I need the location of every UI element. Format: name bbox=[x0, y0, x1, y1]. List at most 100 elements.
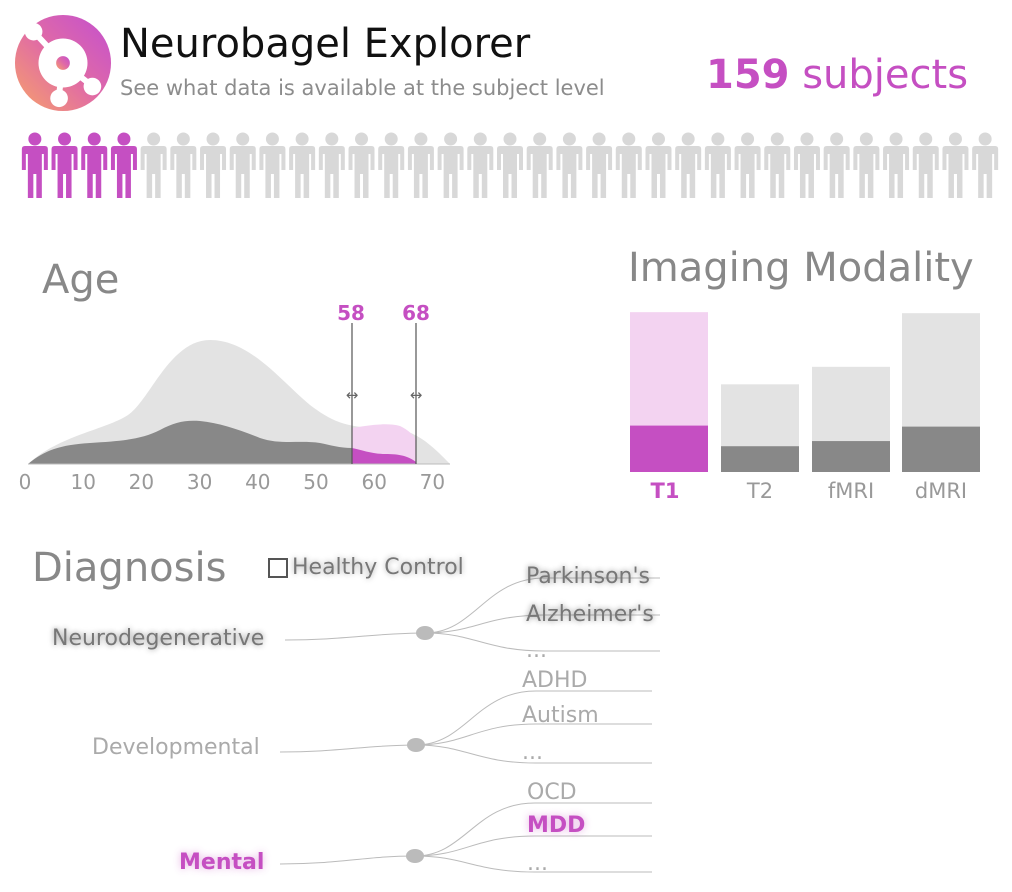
modality-bar-matched-t1[interactable] bbox=[630, 425, 708, 472]
diagnosis-node[interactable] bbox=[407, 738, 425, 752]
diagnosis-branch-line bbox=[424, 632, 660, 652]
modality-bar-chart[interactable]: T1 T2 fMRI dMRI bbox=[600, 300, 1000, 510]
app-subtitle: See what data is available at the subjec… bbox=[120, 76, 605, 100]
age-density-chart[interactable]: ↔ ↔ 58 68 0 10 20 30 40 50 60 70 bbox=[0, 290, 470, 505]
diagnosis-group-developmental[interactable]: Developmental bbox=[92, 735, 260, 760]
person-icon bbox=[348, 132, 375, 198]
modality-label-t1[interactable]: T1 bbox=[651, 479, 680, 503]
person-icon bbox=[972, 132, 999, 198]
diagnosis-tree bbox=[279, 577, 660, 873]
diagnosis-item-mdd[interactable]: MDD bbox=[527, 813, 586, 838]
person-icon bbox=[615, 132, 642, 198]
person-icon bbox=[823, 132, 850, 198]
person-icon bbox=[170, 132, 197, 198]
diagnosis-more-item[interactable]: ... bbox=[522, 740, 543, 765]
checkbox-square-icon[interactable] bbox=[268, 557, 288, 578]
age-max-arrow-icon[interactable]: ↔ bbox=[410, 386, 423, 404]
modality-bar-matched-dmri[interactable] bbox=[902, 426, 980, 472]
diagnosis-group-neurodegenerative[interactable]: Neurodegenerative bbox=[52, 626, 265, 651]
age-tick-label: 50 bbox=[303, 470, 328, 494]
diagnosis-branch-line bbox=[414, 802, 652, 857]
modality-bar-matched-fmri[interactable] bbox=[812, 441, 890, 472]
age-tick-label: 30 bbox=[187, 470, 212, 494]
modality-section-title: Imaging Modality bbox=[628, 245, 974, 291]
person-icon bbox=[556, 132, 583, 198]
age-max-label: 68 bbox=[402, 301, 430, 325]
age-tick-label: 0 bbox=[19, 470, 32, 494]
diagnosis-item-ocd[interactable]: OCD bbox=[527, 780, 577, 805]
person-icon bbox=[764, 132, 791, 198]
healthy-control-checkbox[interactable]: Healthy Control bbox=[268, 555, 464, 580]
age-tick-label: 40 bbox=[245, 470, 270, 494]
age-tick-label: 70 bbox=[420, 470, 445, 494]
person-icon-selected bbox=[110, 132, 137, 198]
person-icon-selected bbox=[21, 132, 48, 198]
person-icon bbox=[912, 132, 939, 198]
age-section-title: Age bbox=[42, 257, 120, 303]
person-icon bbox=[378, 132, 405, 198]
person-icon-selected bbox=[81, 132, 108, 198]
diagnosis-item-autism[interactable]: Autism bbox=[522, 703, 599, 728]
diagnosis-branch-line bbox=[414, 835, 652, 857]
diagnosis-branch-line bbox=[279, 855, 416, 865]
person-icon bbox=[942, 132, 969, 198]
diagnosis-node[interactable] bbox=[416, 626, 434, 640]
age-min-arrow-icon[interactable]: ↔ bbox=[346, 386, 359, 404]
age-min-label: 58 bbox=[337, 301, 365, 325]
diagnosis-branch-line bbox=[414, 855, 652, 873]
person-icon bbox=[259, 132, 286, 198]
person-icon bbox=[437, 132, 464, 198]
diagnosis-branch-line bbox=[424, 614, 660, 634]
diagnosis-section-title: Diagnosis bbox=[32, 545, 227, 591]
person-icon bbox=[675, 132, 702, 198]
person-icon bbox=[200, 132, 227, 198]
person-icon bbox=[318, 132, 345, 198]
subject-count-label: subjects bbox=[789, 52, 969, 98]
age-density-all bbox=[28, 340, 450, 464]
age-tick-label: 20 bbox=[129, 470, 154, 494]
modality-bar-matched-t2[interactable] bbox=[721, 446, 799, 472]
person-icon bbox=[140, 132, 167, 198]
modality-label-dmri[interactable]: dMRI bbox=[915, 479, 967, 503]
diagnosis-more-item[interactable]: ... bbox=[527, 851, 548, 876]
diagnosis-branch-line bbox=[424, 577, 660, 634]
person-icon bbox=[407, 132, 434, 198]
diagnosis-item-alzheimers[interactable]: Alzheimer's bbox=[526, 602, 654, 627]
person-icon bbox=[467, 132, 494, 198]
person-icon bbox=[526, 132, 553, 198]
person-icon bbox=[645, 132, 672, 198]
modality-label-fmri[interactable]: fMRI bbox=[828, 479, 874, 503]
diagnosis-node[interactable] bbox=[406, 849, 424, 863]
diagnosis-branch-line bbox=[279, 744, 417, 753]
age-density-matched bbox=[28, 420, 352, 464]
person-icon bbox=[734, 132, 761, 198]
age-density-matched-selected bbox=[352, 448, 416, 464]
subject-count-number: 159 bbox=[706, 52, 790, 98]
diagnosis-branch-line bbox=[284, 632, 426, 641]
age-tick-label: 60 bbox=[361, 470, 386, 494]
neurobagel-logo bbox=[14, 14, 112, 112]
person-icon bbox=[793, 132, 820, 198]
person-icon bbox=[289, 132, 316, 198]
age-tick-label: 10 bbox=[70, 470, 95, 494]
modality-label-t2[interactable]: T2 bbox=[746, 479, 773, 503]
person-icon bbox=[586, 132, 613, 198]
diagnosis-branch-line bbox=[415, 690, 652, 746]
person-icon bbox=[853, 132, 880, 198]
app-title: Neurobagel Explorer bbox=[120, 21, 531, 67]
diagnosis-branch-line bbox=[415, 744, 652, 764]
diagnosis-more-item[interactable]: ... bbox=[526, 638, 547, 663]
person-icon bbox=[497, 132, 523, 198]
subject-count: 159 subjects bbox=[706, 55, 968, 95]
person-icon bbox=[704, 132, 731, 198]
healthy-control-label: Healthy Control bbox=[292, 555, 464, 580]
diagnosis-item-parkinsons[interactable]: Parkinson's bbox=[526, 564, 650, 589]
diagnosis-group-mental[interactable]: Mental bbox=[179, 850, 265, 875]
diagnosis-branch-line bbox=[415, 723, 652, 746]
diagnosis-item-adhd[interactable]: ADHD bbox=[522, 668, 588, 693]
person-icon-selected bbox=[51, 132, 78, 198]
person-icon bbox=[883, 132, 910, 198]
person-icon bbox=[229, 132, 256, 198]
subject-people-row bbox=[21, 132, 999, 198]
